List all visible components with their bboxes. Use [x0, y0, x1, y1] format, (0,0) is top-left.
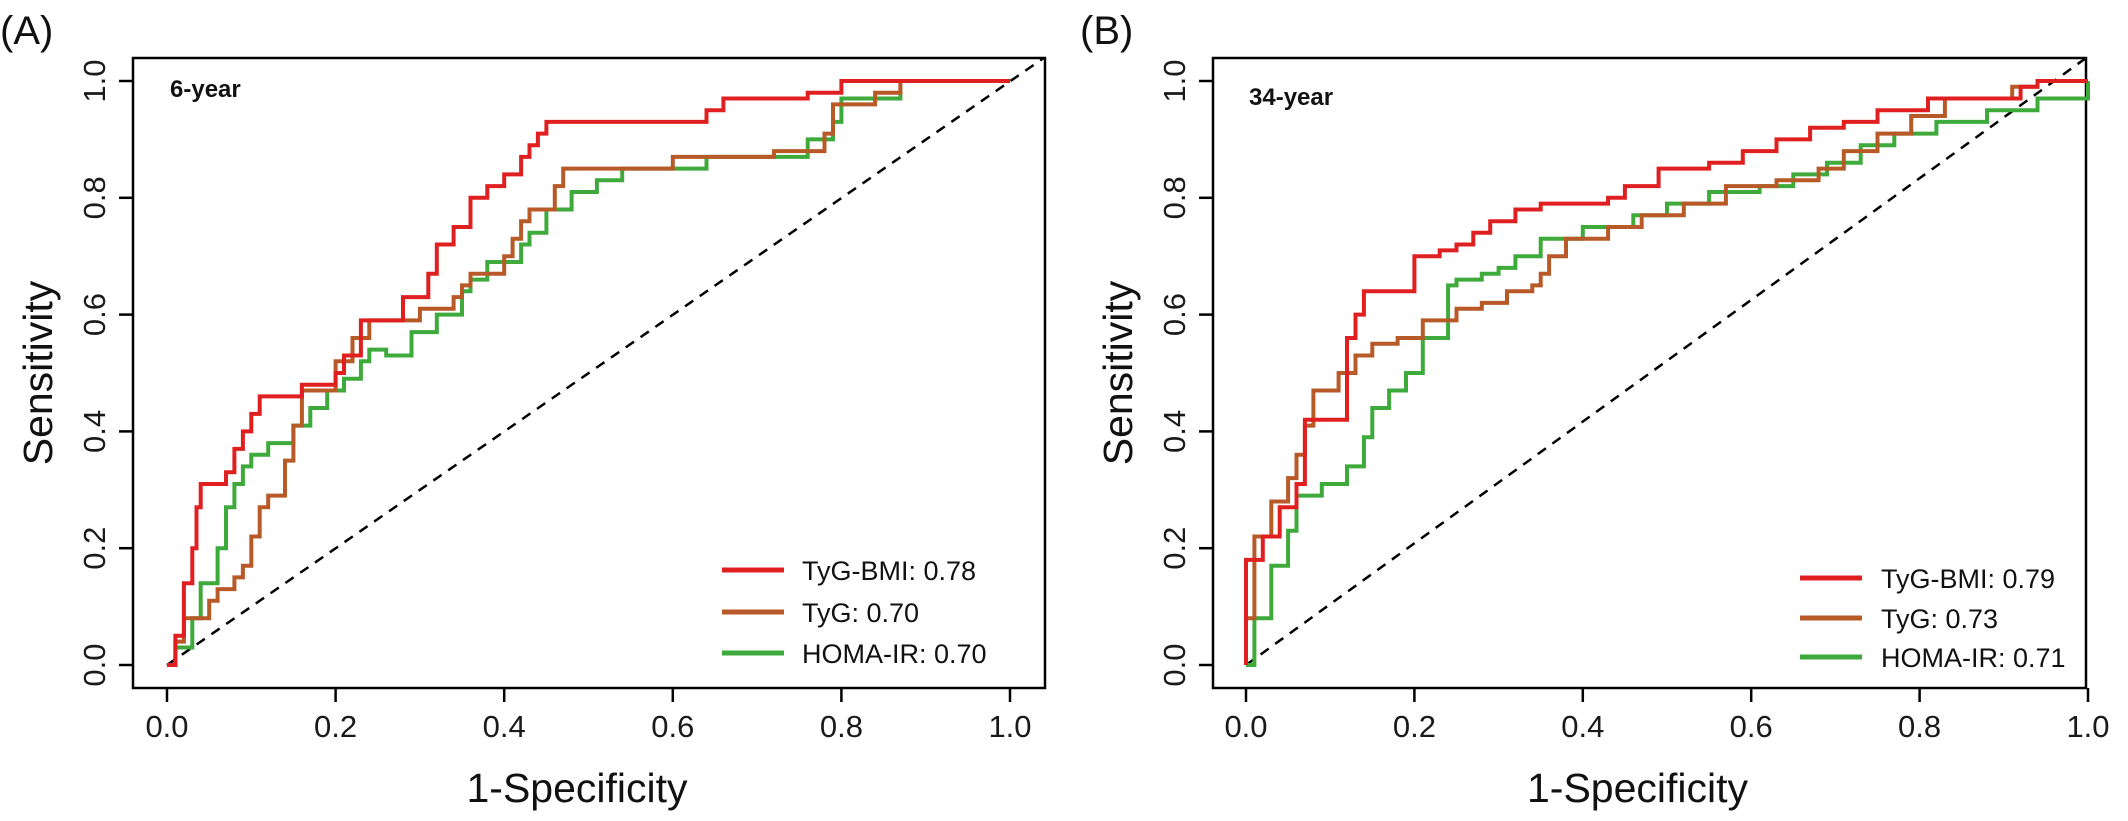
y-tick-label: 0.6 — [77, 293, 112, 336]
y-tick-label: 0.6 — [1157, 293, 1192, 336]
y-tick-label: 0.4 — [77, 410, 112, 453]
y-tick-label: 0.8 — [77, 176, 112, 219]
x-tick-label: 0.4 — [1561, 709, 1604, 744]
legend: TyG-BMI: 0.79 TyG: 0.73 HOMA-IR: 0.71 — [1800, 564, 2066, 673]
roc-panel-a: (A) 6-year 0.0 0.2 0.4 0.6 0.8 1.0 0.0 0.2 0.4 0.6 0… — [0, 9, 1047, 811]
x-tick-label: 0.8 — [820, 709, 863, 744]
x-tick-label: 0.8 — [1898, 709, 1941, 744]
y-tick-label: 0.0 — [77, 643, 112, 686]
panel-label: (B) — [1080, 9, 1133, 53]
y-tick-label: 0.2 — [77, 527, 112, 570]
x-tick-label: 0.6 — [1730, 709, 1773, 744]
x-tick-label: 1.0 — [2066, 709, 2109, 744]
x-tick-label: 0.6 — [651, 709, 694, 744]
legend-entry: TyG-BMI: 0.79 — [1881, 564, 2055, 594]
y-tick-label: 0.0 — [1157, 643, 1192, 686]
roc-curve-tyg-bmi — [167, 79, 1010, 667]
legend-entry: HOMA-IR: 0.70 — [802, 639, 987, 669]
x-tick-label: 0.2 — [314, 709, 357, 744]
y-tick-label: 1.0 — [77, 59, 112, 102]
y-tick-label: 1.0 — [1157, 59, 1192, 102]
plot-frame — [131, 56, 1047, 690]
roc-curve-homa-ir — [1246, 81, 2090, 667]
y-tick-label: 0.8 — [1157, 176, 1192, 219]
panel-annotation: 6-year — [170, 76, 241, 103]
reference-diagonal — [166, 56, 1045, 667]
y-tick-label: 0.2 — [1157, 527, 1192, 570]
legend: TyG-BMI: 0.78 TyG: 0.70 HOMA-IR: 0.70 — [722, 556, 987, 669]
roc-panel-b: (B) 34-year 0.0 0.2 0.4 0.6 0.8 1.0 0.0 0.2 0.4 0.6… — [1080, 9, 2110, 811]
y-axis-title: Sensitivity — [1095, 280, 1141, 465]
legend-entry: TyG: 0.73 — [1881, 604, 1998, 634]
x-tick-label: 0.0 — [145, 709, 188, 744]
x-tick-label: 0.4 — [483, 709, 526, 744]
panel-label: (A) — [0, 9, 53, 53]
legend-entry: HOMA-IR: 0.71 — [1881, 643, 2066, 673]
roc-curve-tyg — [167, 79, 1010, 667]
y-tick-label: 0.4 — [1157, 410, 1192, 453]
roc-curve-tyg-bmi — [1244, 79, 2088, 665]
x-axis-title: 1-Specificity — [466, 765, 688, 811]
x-tick-label: 0.0 — [1224, 709, 1267, 744]
y-axis-title: Sensitivity — [15, 280, 61, 465]
x-tick-label: 1.0 — [988, 709, 1031, 744]
x-axis-title: 1-Specificity — [1527, 765, 1749, 811]
legend-entry: TyG: 0.70 — [802, 598, 919, 628]
panel-annotation: 34-year — [1249, 84, 1333, 111]
legend-entry: TyG-BMI: 0.78 — [802, 556, 976, 586]
x-tick-label: 0.2 — [1393, 709, 1436, 744]
plot-frame — [1211, 56, 2088, 690]
